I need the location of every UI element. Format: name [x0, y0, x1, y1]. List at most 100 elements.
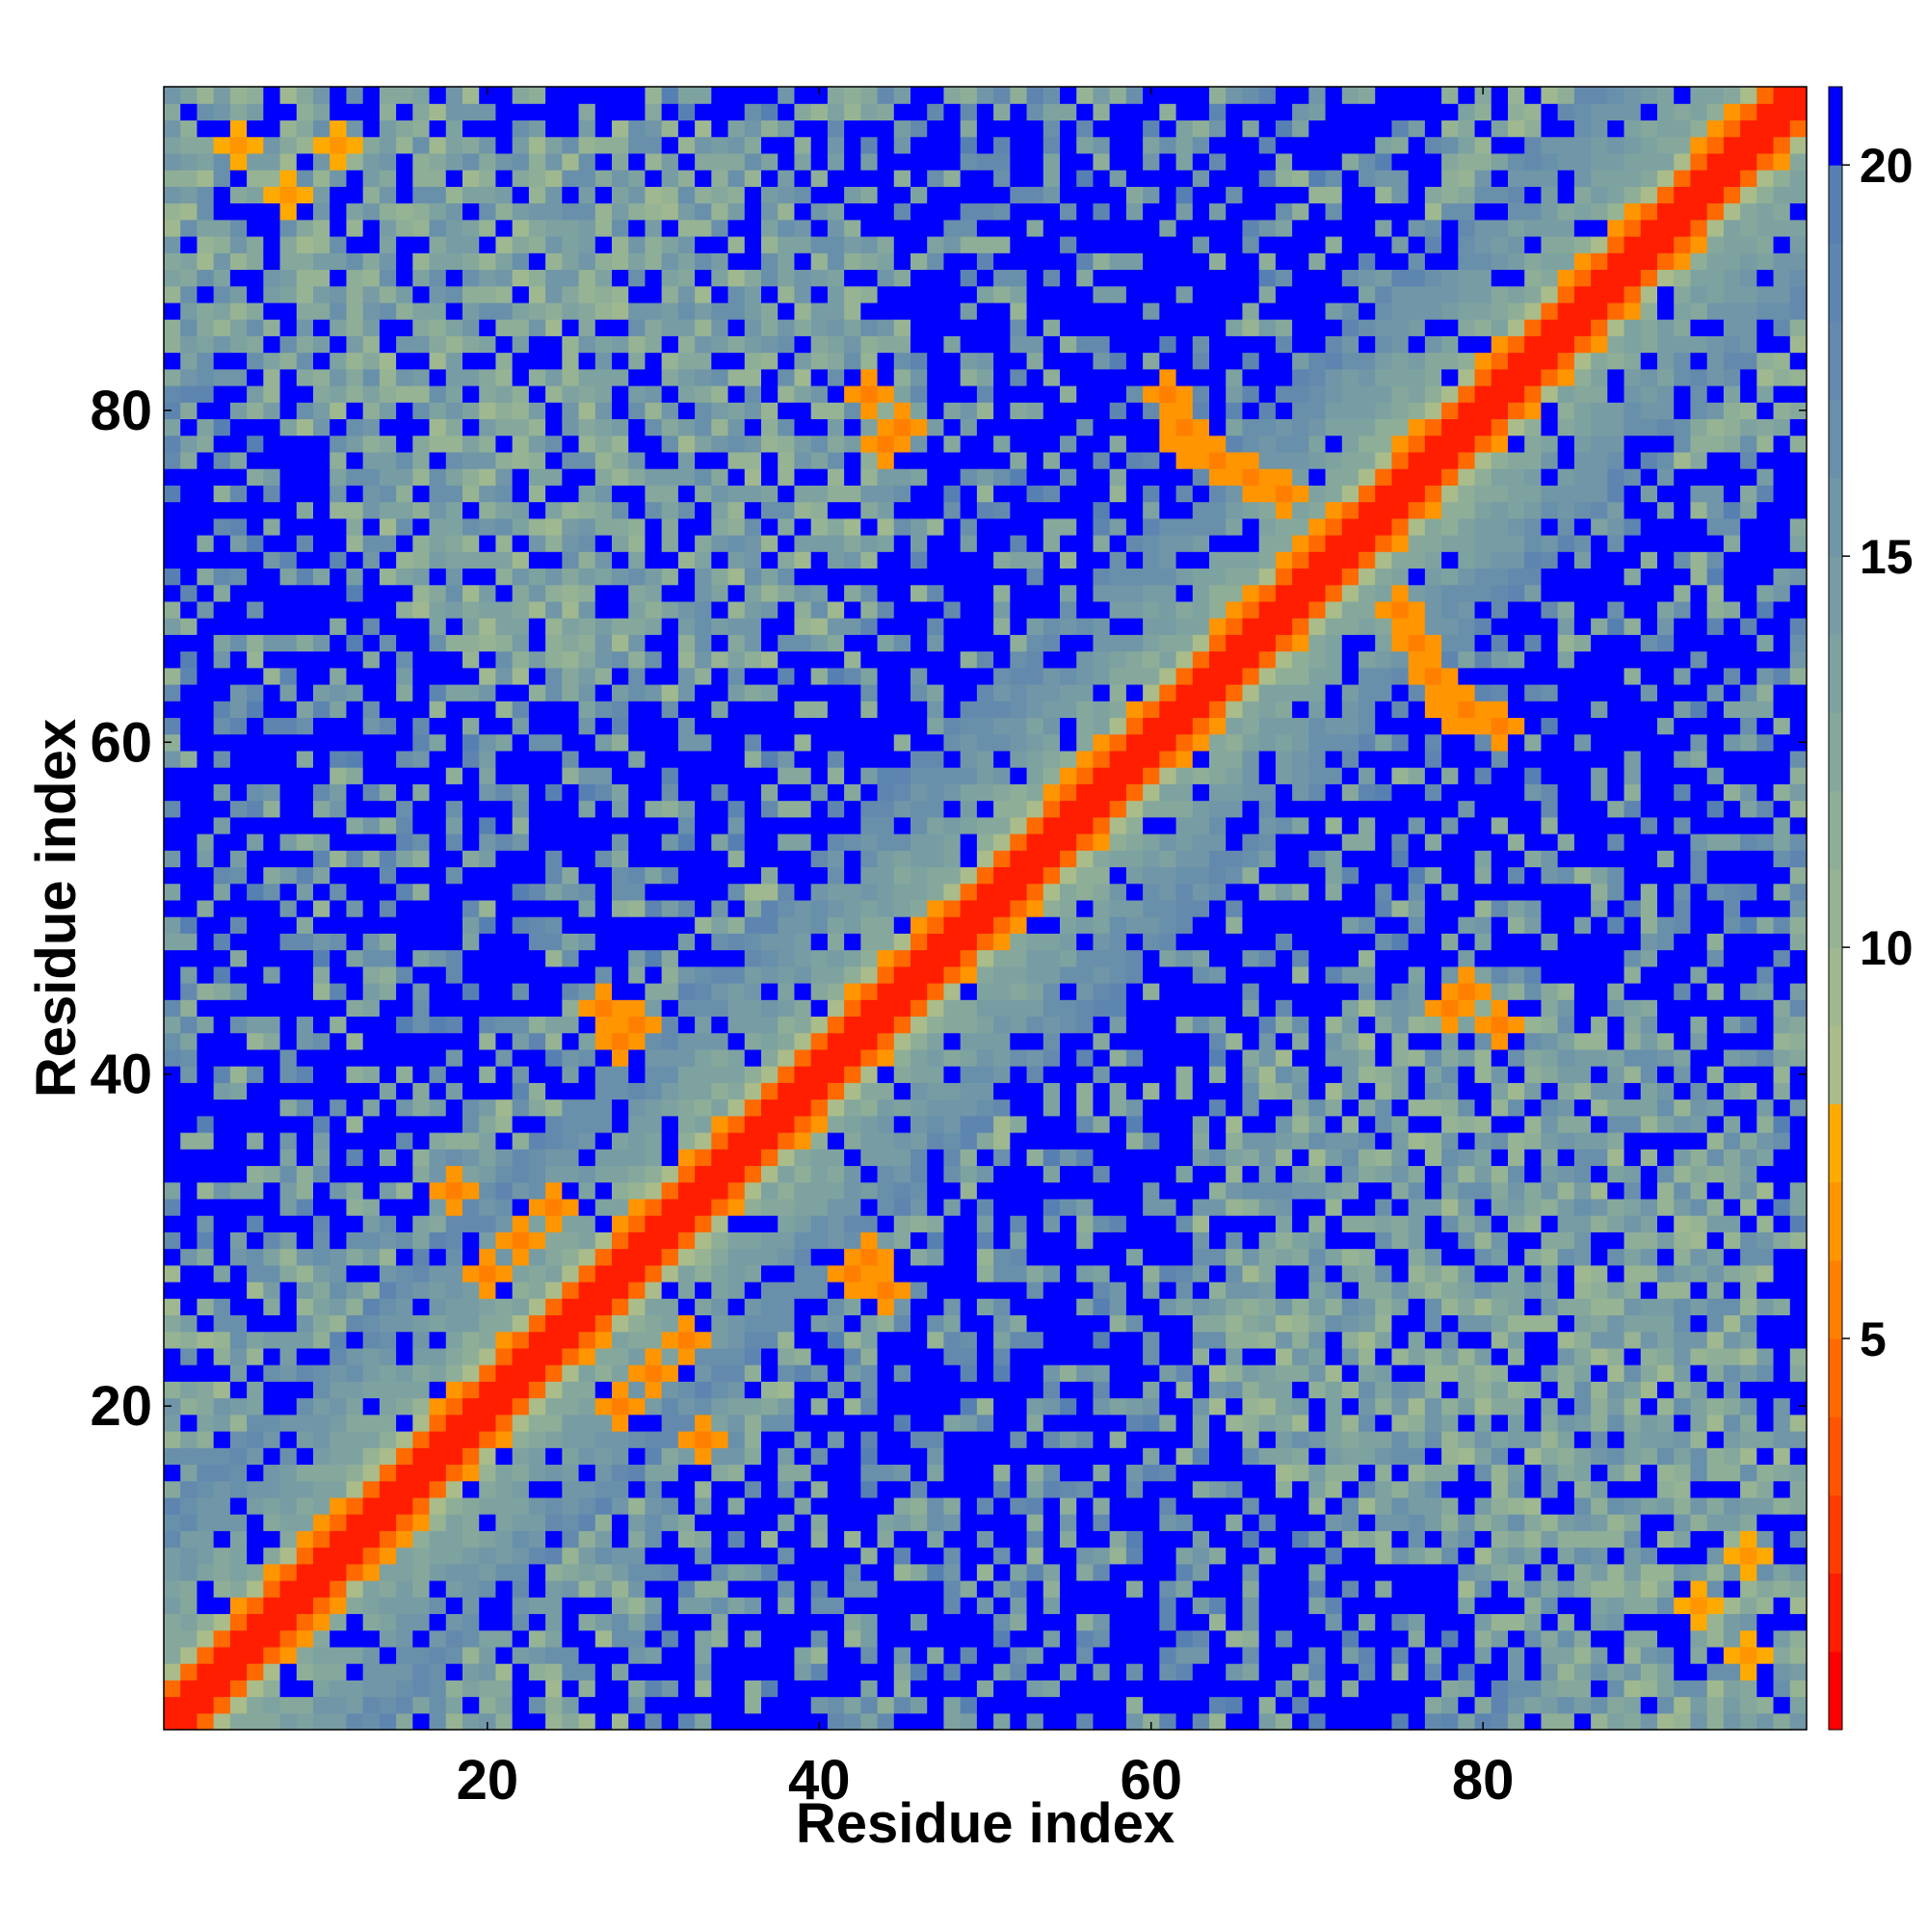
heatmap-cell	[379, 983, 397, 1000]
heatmap-cell	[445, 750, 463, 768]
heatmap-cell	[695, 1149, 712, 1167]
heatmap-cell	[794, 1447, 812, 1466]
heatmap-cell	[412, 1563, 431, 1581]
heatmap-cell	[761, 750, 779, 768]
heatmap-cell	[247, 634, 264, 652]
heatmap-cell	[279, 1215, 298, 1232]
heatmap-cell	[562, 1048, 580, 1067]
heatmap-cell	[279, 883, 298, 901]
heatmap-cell	[827, 618, 845, 635]
heatmap-cell	[362, 103, 381, 121]
heatmap-cell	[695, 866, 712, 885]
heatmap-cell	[362, 899, 381, 917]
heatmap-cell	[562, 1331, 580, 1349]
heatmap-cell	[495, 1181, 514, 1200]
heatmap-cell	[528, 1048, 546, 1067]
heatmap-cell	[396, 933, 413, 951]
heatmap-cell	[213, 1547, 231, 1565]
heatmap-cell	[727, 335, 746, 354]
heatmap-cell	[761, 1696, 779, 1714]
heatmap-cell	[661, 850, 679, 868]
heatmap-cell	[379, 302, 397, 320]
heatmap-cell	[412, 949, 431, 967]
heatmap-cell	[761, 933, 779, 951]
heatmap-cell	[412, 1364, 431, 1382]
heatmap-cell	[778, 966, 796, 984]
heatmap-cell	[612, 1547, 629, 1565]
heatmap-cell	[379, 368, 397, 386]
heatmap-cell	[346, 800, 364, 818]
heatmap-cell	[993, 1098, 1011, 1117]
heatmap-cell	[462, 352, 480, 370]
heatmap-cell	[512, 269, 530, 287]
heatmap-cell	[960, 1696, 978, 1714]
heatmap-cell	[827, 1115, 845, 1133]
heatmap-cell	[362, 1480, 381, 1498]
heatmap-cell	[180, 600, 198, 619]
heatmap-cell	[279, 1282, 298, 1299]
heatmap-cell	[213, 1712, 231, 1731]
heatmap-cell	[794, 1215, 812, 1232]
heatmap-cell	[877, 1215, 895, 1232]
heatmap-cell	[279, 285, 298, 304]
heatmap-cell	[960, 1547, 978, 1565]
heatmap-cell	[628, 1629, 647, 1648]
heatmap-cell	[213, 1165, 231, 1183]
heatmap-cell	[213, 701, 231, 719]
heatmap-cell	[578, 701, 596, 719]
heatmap-cell	[180, 1016, 198, 1034]
heatmap-cell	[827, 584, 845, 602]
heatmap-cell	[911, 1016, 928, 1034]
heatmap-cell	[247, 1165, 264, 1183]
heatmap-cell	[429, 883, 447, 901]
heatmap-cell	[810, 152, 829, 171]
heatmap-cell	[695, 1646, 712, 1664]
heatmap-cell	[279, 1165, 298, 1183]
heatmap-cell	[911, 119, 928, 138]
heatmap-cell	[562, 319, 580, 336]
heatmap-cell	[827, 883, 845, 901]
heatmap-cell	[727, 783, 746, 802]
heatmap-cell	[893, 1364, 911, 1382]
heatmap-cell	[197, 600, 215, 619]
heatmap-cell	[860, 1248, 879, 1266]
heatmap-cell	[810, 834, 829, 851]
heatmap-cell	[594, 1198, 613, 1216]
heatmap-cell	[844, 1680, 861, 1698]
heatmap-cell	[645, 750, 663, 768]
heatmap-cell	[263, 1082, 281, 1100]
heatmap-cell	[594, 402, 613, 420]
heatmap-cell	[628, 1496, 647, 1515]
heatmap-cell	[711, 1198, 729, 1216]
heatmap-cell	[379, 136, 397, 154]
heatmap-cell	[695, 717, 712, 735]
heatmap-cell	[993, 1298, 1011, 1316]
heatmap-cell	[810, 87, 829, 104]
heatmap-cell	[562, 368, 580, 386]
heatmap-cell	[578, 1597, 596, 1615]
heatmap-cell	[412, 202, 431, 221]
heatmap-cell	[810, 435, 829, 453]
heatmap-cell	[379, 600, 397, 619]
heatmap-cell	[396, 451, 413, 469]
heatmap-cell	[943, 451, 962, 469]
heatmap-cell	[711, 501, 729, 519]
heatmap-cell	[445, 1496, 463, 1515]
heatmap-cell	[645, 899, 663, 917]
heatmap-cell	[711, 1580, 729, 1598]
heatmap-cell	[429, 1282, 447, 1299]
heatmap-cell	[229, 468, 248, 486]
heatmap-cell	[213, 866, 231, 885]
heatmap-cell	[711, 850, 729, 868]
heatmap-cell	[976, 1464, 994, 1482]
heatmap-cell	[744, 1115, 762, 1133]
heatmap-cell	[429, 568, 447, 586]
heatmap-cell	[810, 1397, 829, 1416]
heatmap-cell	[794, 551, 812, 569]
heatmap-cell	[661, 219, 679, 237]
heatmap-cell	[396, 783, 413, 802]
heatmap-cell	[528, 402, 546, 420]
heatmap-cell	[761, 252, 779, 271]
heatmap-cell	[677, 1464, 696, 1482]
heatmap-cell	[379, 1496, 397, 1515]
